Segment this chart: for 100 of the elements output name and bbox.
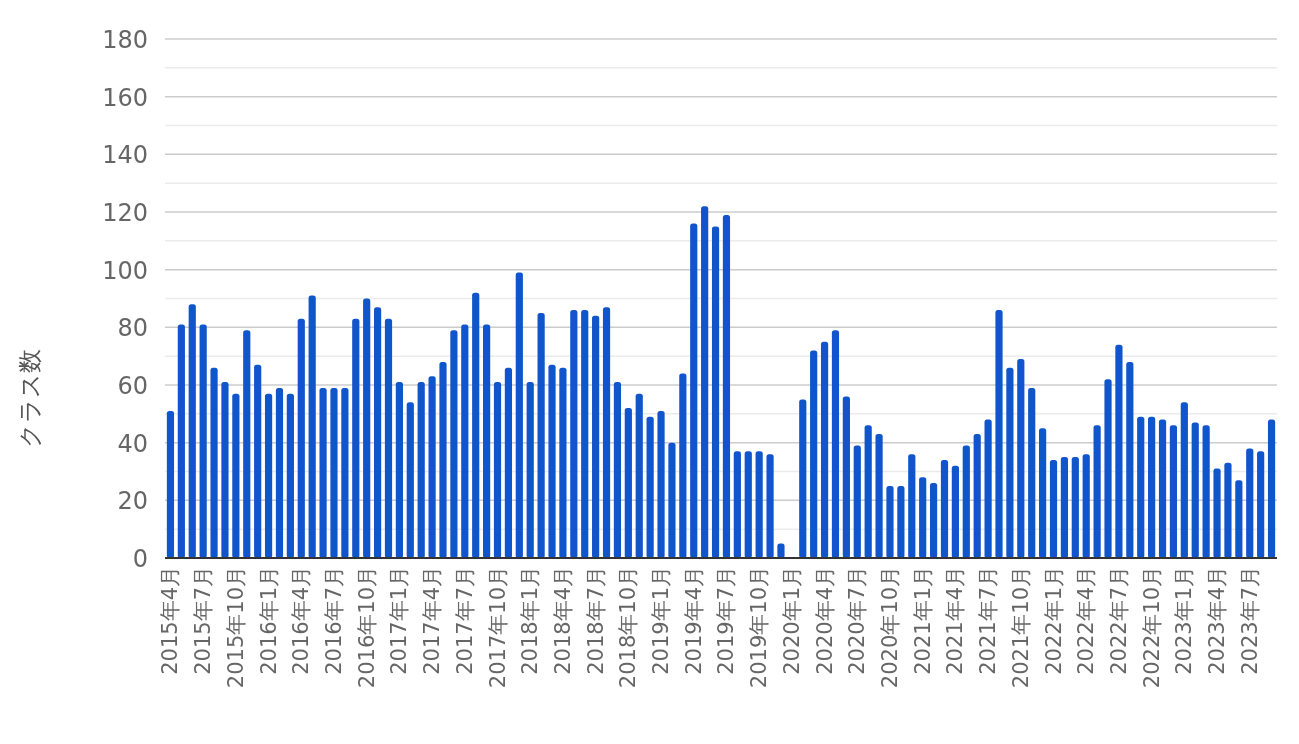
x-tick-label: 2020年4月	[812, 566, 837, 675]
bar	[439, 361, 447, 558]
bar	[1126, 361, 1134, 558]
y-tick-label: 100	[102, 256, 148, 285]
bar	[810, 350, 818, 558]
bar	[243, 330, 251, 558]
bar	[417, 382, 425, 558]
x-tick-label: 2017年7月	[452, 566, 477, 675]
bar	[1071, 457, 1079, 558]
bar	[1169, 425, 1178, 558]
bar	[1049, 459, 1058, 558]
bar	[777, 543, 785, 558]
bar	[1082, 454, 1090, 558]
bar	[973, 434, 981, 558]
bar	[483, 324, 491, 558]
bar	[831, 330, 840, 558]
bar	[1235, 480, 1243, 558]
bar	[548, 364, 556, 558]
y-tick-label: 120	[102, 199, 148, 227]
x-tick-label: 2019年4月	[681, 566, 706, 675]
bar	[352, 318, 360, 558]
bar	[1148, 416, 1156, 558]
bar	[886, 485, 894, 558]
x-tick-label: 2018年10月	[616, 566, 641, 689]
bar	[919, 477, 927, 558]
bar	[1028, 387, 1036, 558]
bar	[668, 442, 676, 558]
bar	[199, 324, 207, 558]
bar	[1093, 425, 1101, 558]
bar	[962, 445, 970, 558]
bar	[472, 292, 480, 558]
x-tick-label: 2016年7月	[321, 566, 346, 675]
bar	[1191, 422, 1199, 558]
bar	[951, 465, 959, 558]
bar	[308, 295, 316, 558]
x-tick-label: 2019年1月	[649, 566, 674, 675]
x-tick-label: 2015年10月	[223, 566, 248, 689]
bar	[744, 451, 752, 558]
bar	[701, 206, 709, 558]
bar	[1006, 367, 1014, 558]
bar	[210, 367, 218, 558]
bar	[373, 307, 382, 558]
bar	[450, 330, 458, 558]
x-tick-label: 2015年7月	[191, 566, 216, 675]
bar	[166, 410, 175, 558]
x-tick-label: 2019年10月	[747, 566, 772, 689]
x-tick-label: 2016年1月	[256, 566, 281, 675]
bar	[319, 387, 327, 558]
bar	[1039, 428, 1047, 558]
x-tick-label: 2022年7月	[1106, 566, 1131, 675]
bar	[755, 451, 763, 558]
x-tick-label: 2020年1月	[779, 566, 804, 675]
bar	[188, 304, 196, 558]
x-tick-label: 2017年10月	[485, 566, 510, 689]
bar	[820, 341, 829, 558]
bar	[853, 445, 861, 558]
x-tick-label: 2020年10月	[877, 566, 902, 689]
y-tick-label: 20	[117, 487, 148, 516]
bar	[493, 382, 502, 558]
bar	[232, 393, 240, 558]
y-tick-label: 160	[102, 83, 148, 112]
bar	[1060, 457, 1069, 558]
y-tick-label: 0	[132, 545, 148, 573]
y-axis-title: クラス数	[16, 349, 44, 448]
x-tick-label: 2021年7月	[976, 566, 1001, 675]
bar	[984, 419, 992, 558]
y-tick-label: 80	[117, 314, 148, 343]
bar	[995, 310, 1003, 558]
bar	[526, 382, 534, 558]
bar	[330, 387, 338, 558]
bar	[711, 226, 720, 558]
bar	[766, 454, 774, 558]
x-tick-label: 2022年4月	[1074, 566, 1099, 675]
bar	[515, 272, 523, 558]
bar	[842, 396, 850, 558]
bar	[177, 324, 185, 558]
x-tick-label: 2020年7月	[845, 566, 870, 675]
bar	[297, 318, 305, 558]
bar	[384, 318, 393, 558]
x-tick-label: 2023年7月	[1237, 566, 1262, 675]
bar	[908, 454, 916, 558]
bar	[635, 393, 643, 558]
bar	[1267, 419, 1276, 558]
bar	[363, 298, 371, 558]
bar	[657, 410, 665, 558]
bar	[875, 434, 883, 558]
bar	[799, 399, 807, 558]
bar	[504, 367, 513, 558]
bar	[341, 387, 349, 558]
bar	[1180, 402, 1188, 558]
bar	[897, 485, 905, 558]
x-tick-label: 2018年4月	[550, 566, 575, 675]
bar	[940, 459, 949, 558]
bar	[537, 312, 545, 558]
x-tick-label: 2022年1月	[1041, 566, 1066, 675]
x-tick-label: 2016年4月	[289, 566, 314, 675]
bar	[690, 223, 698, 558]
y-tick-label: 180	[102, 26, 148, 54]
x-tick-label: 2023年1月	[1172, 566, 1197, 675]
x-tick-label: 2021年1月	[910, 566, 935, 675]
